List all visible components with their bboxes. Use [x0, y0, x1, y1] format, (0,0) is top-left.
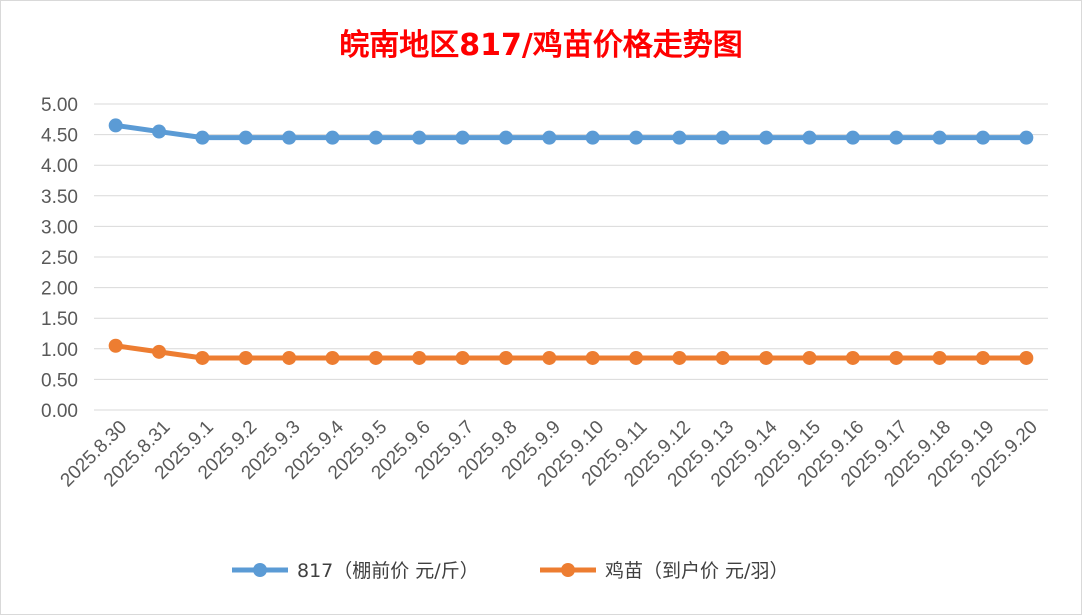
- data-point: [368, 350, 383, 365]
- y-tick-label: 1.50: [41, 309, 78, 330]
- data-point: [368, 130, 383, 145]
- data-point: [585, 130, 600, 145]
- series-layer: [108, 118, 1034, 365]
- data-point: [455, 130, 470, 145]
- data-point: [672, 130, 687, 145]
- chart-title: 皖南地区817/鸡苗价格走势图: [339, 28, 743, 63]
- legend-swatch-marker: [253, 563, 267, 577]
- data-point: [1019, 350, 1034, 365]
- data-point: [195, 350, 210, 365]
- data-point: [932, 130, 947, 145]
- data-point: [759, 130, 774, 145]
- data-point: [498, 350, 513, 365]
- legend-item: 鸡苗（到户价 元/羽）: [540, 560, 788, 582]
- y-tick-label: 0.00: [41, 401, 78, 422]
- data-point: [1019, 130, 1034, 145]
- data-point: [802, 350, 817, 365]
- y-axis-ticks: 0.00 0.50 1.00 1.50 2.00 2.50 3.00 3.50 4.00 4.50…: [41, 95, 78, 422]
- data-point: [282, 350, 297, 365]
- y-tick-label: 2.00: [41, 279, 78, 300]
- gridlines: [94, 103, 1048, 411]
- series-2: [108, 338, 1034, 365]
- y-tick-label: 4.00: [41, 156, 78, 177]
- y-tick-label: 1.00: [41, 340, 78, 361]
- legend: 817（棚前价 元/斤） 鸡苗（到户价 元/羽）: [232, 560, 788, 582]
- data-point: [715, 130, 730, 145]
- legend-item: 817（棚前价 元/斤）: [232, 560, 479, 582]
- data-point: [152, 124, 167, 139]
- y-tick-label: 5.00: [41, 95, 78, 116]
- y-tick-label: 0.50: [41, 370, 78, 391]
- data-point: [672, 350, 687, 365]
- data-point: [975, 350, 990, 365]
- data-point: [498, 130, 513, 145]
- data-point: [585, 350, 600, 365]
- series-line: [113, 343, 1029, 361]
- data-point: [845, 130, 860, 145]
- data-point: [802, 130, 817, 145]
- y-tick-label: 3.00: [41, 217, 78, 238]
- data-point: [412, 350, 427, 365]
- data-point: [629, 130, 644, 145]
- data-point: [238, 350, 253, 365]
- data-point: [932, 350, 947, 365]
- data-point: [889, 350, 904, 365]
- series-line: [113, 122, 1029, 141]
- data-point: [152, 344, 167, 359]
- data-point: [759, 350, 774, 365]
- y-tick-label: 4.50: [41, 126, 78, 147]
- data-point: [889, 130, 904, 145]
- data-point: [845, 350, 860, 365]
- data-point: [715, 350, 730, 365]
- series-1: [108, 118, 1034, 145]
- data-point: [282, 130, 297, 145]
- data-point: [542, 350, 557, 365]
- legend-swatch-marker: [561, 563, 575, 577]
- data-point: [325, 130, 340, 145]
- data-point: [108, 338, 123, 353]
- data-point: [108, 118, 123, 133]
- data-point: [629, 350, 644, 365]
- data-point: [455, 350, 470, 365]
- y-tick-label: 3.50: [41, 187, 78, 208]
- data-point: [975, 130, 990, 145]
- data-point: [238, 130, 253, 145]
- legend-label: 鸡苗（到户价 元/羽）: [605, 560, 788, 582]
- data-point: [412, 130, 427, 145]
- data-point: [542, 130, 557, 145]
- data-point: [325, 350, 340, 365]
- legend-label: 817（棚前价 元/斤）: [297, 560, 479, 582]
- data-point: [195, 130, 210, 145]
- y-tick-label: 2.50: [41, 248, 78, 269]
